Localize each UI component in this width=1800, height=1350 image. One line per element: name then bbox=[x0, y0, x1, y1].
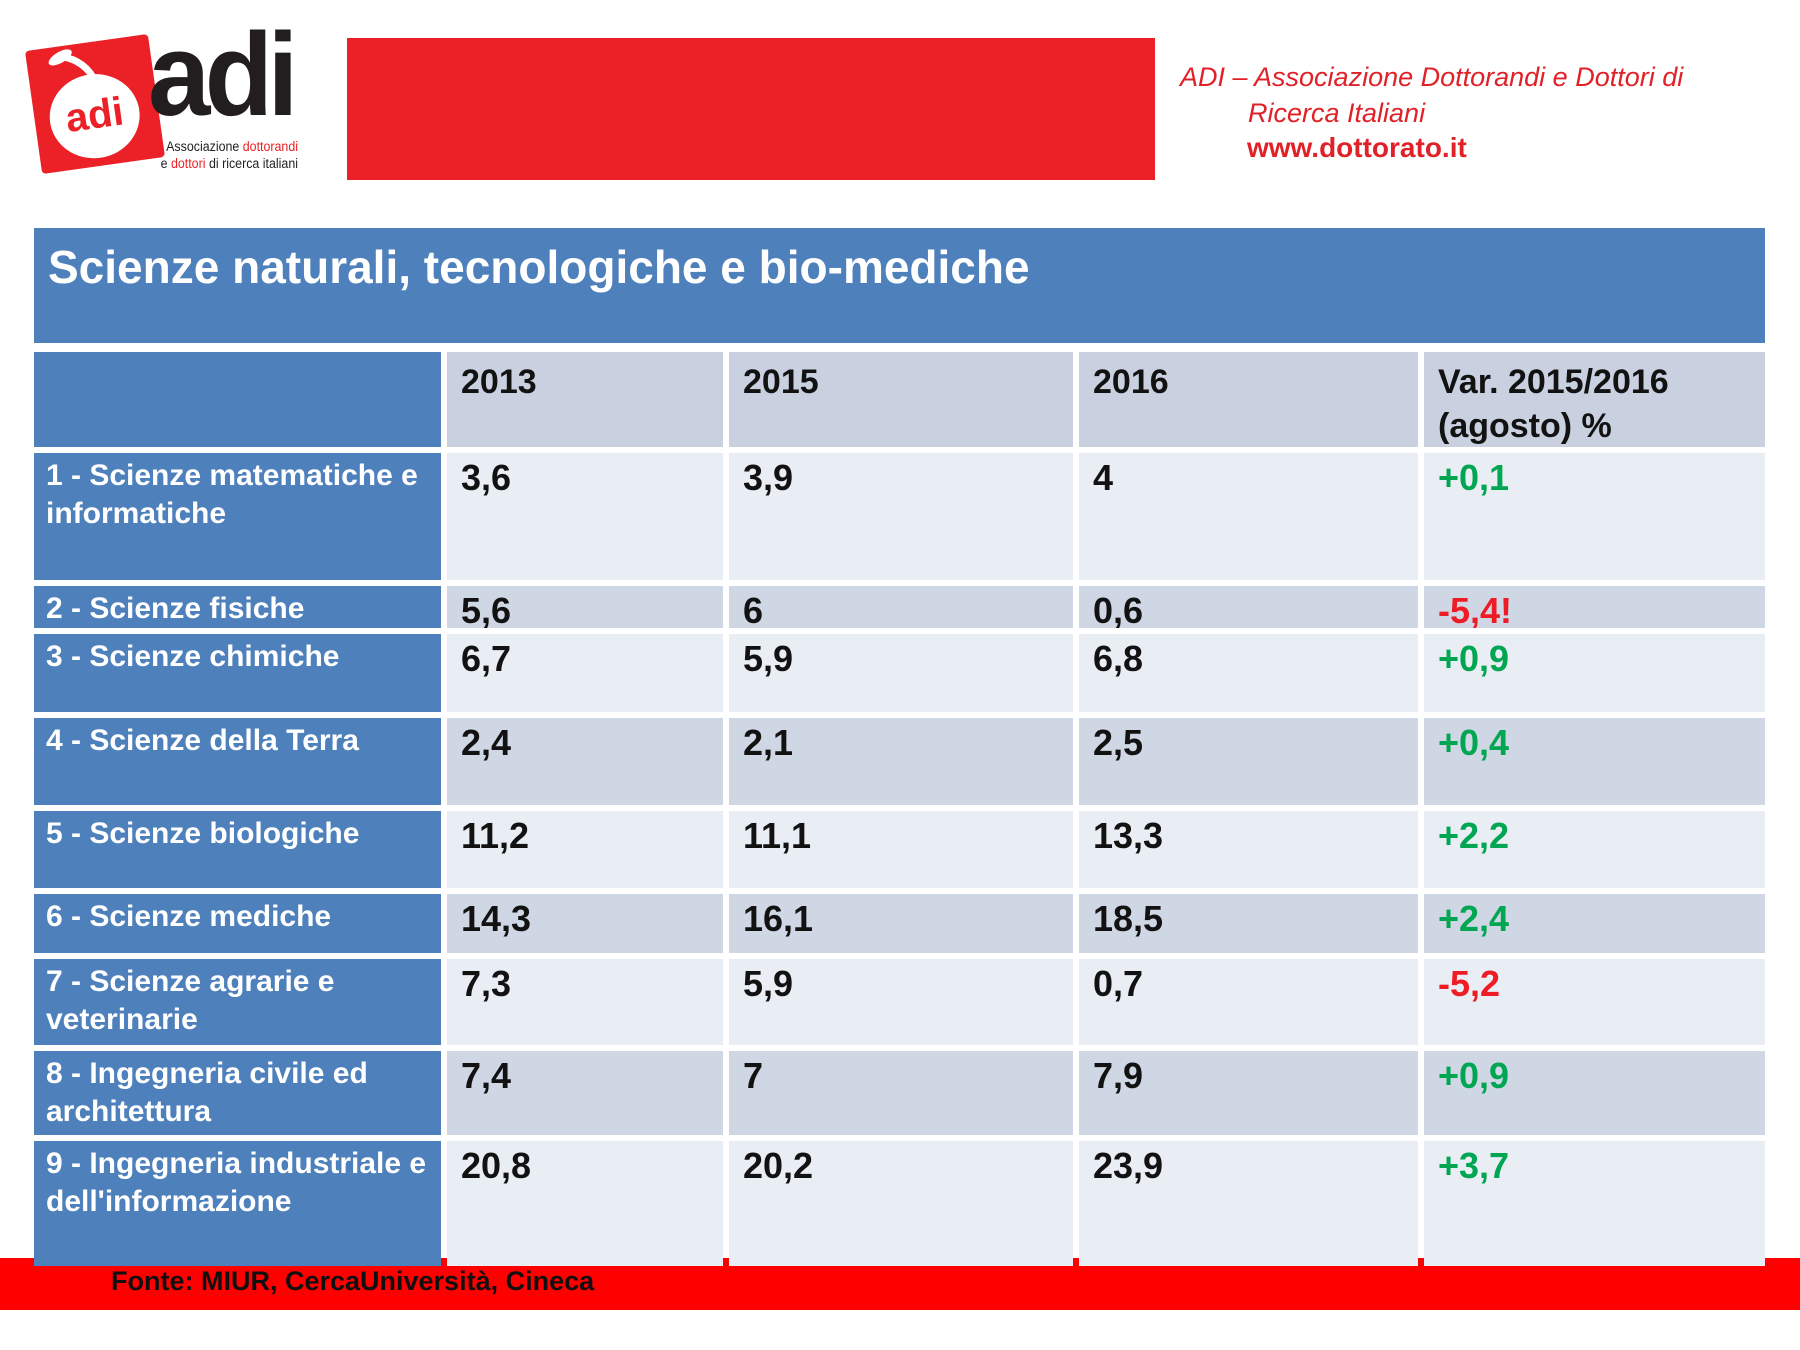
value-2016: 7,9 bbox=[1079, 1051, 1418, 1135]
value-2015: 11,1 bbox=[729, 811, 1073, 888]
value-2013: 6,7 bbox=[447, 634, 723, 712]
tagline-line-1: Associazione dottorandi bbox=[143, 139, 298, 156]
value-2015: 5,9 bbox=[729, 959, 1073, 1045]
row-label: 5 - Scienze biologiche bbox=[34, 811, 441, 888]
tagline-text: di ricerca italiani bbox=[205, 155, 298, 171]
var-value: +0,4 bbox=[1424, 718, 1765, 805]
red-banner bbox=[347, 38, 1155, 180]
table-title-bar: Scienze naturali, tecnologiche e bio-med… bbox=[34, 228, 1765, 343]
var-value: +2,4 bbox=[1424, 894, 1765, 953]
value-2013: 14,3 bbox=[447, 894, 723, 953]
var-value: +0,1 bbox=[1424, 453, 1765, 580]
tagline-text-red: dottorandi bbox=[242, 139, 298, 154]
corner-cell bbox=[34, 352, 441, 447]
row-label: 4 - Scienze della Terra bbox=[34, 718, 441, 805]
row-label: 9 - Ingegneria industriale e dell'inform… bbox=[34, 1141, 441, 1266]
var-value: +2,2 bbox=[1424, 811, 1765, 888]
header-cell-2013: 2013 bbox=[447, 352, 723, 447]
value-2013: 3,6 bbox=[447, 453, 723, 580]
var-value: +3,7 bbox=[1424, 1141, 1765, 1266]
row-label: 6 - Scienze mediche bbox=[34, 894, 441, 953]
value-2013: 7,3 bbox=[447, 959, 723, 1045]
tagline-text-red: dottori bbox=[170, 155, 206, 171]
header-var-line1: Var. 2015/2016 bbox=[1438, 363, 1669, 401]
footer-source: Fonte: MIUR, CercaUniversità, Cineca bbox=[111, 1266, 595, 1296]
value-2013: 7,4 bbox=[447, 1051, 723, 1135]
header-var-line2: (agosto) % bbox=[1438, 407, 1612, 445]
header-cell-var: Var. 2015/2016 (agosto) % bbox=[1424, 352, 1765, 447]
row-label: 3 - Scienze chimiche bbox=[34, 634, 441, 712]
data-table: 2013 2015 2016 Var. 2015/2016 (agosto) %… bbox=[34, 352, 1765, 1266]
brand-tagline: Associazione dottorandi e dottori di ric… bbox=[143, 139, 298, 172]
var-value: +0,9 bbox=[1424, 1051, 1765, 1135]
value-2015: 7 bbox=[729, 1051, 1073, 1135]
brand-wordmark: adi bbox=[148, 9, 299, 141]
var-value: -5,4! bbox=[1424, 586, 1765, 628]
value-2013: 11,2 bbox=[447, 811, 723, 888]
association-name-line1: ADI – Associazione Dottorandi e Dottori … bbox=[1180, 62, 1684, 92]
value-2013: 5,6 bbox=[447, 586, 723, 628]
association-name-line2: Ricerca Italiani bbox=[1248, 98, 1426, 128]
row-label: 8 - Ingegneria civile ed architettura bbox=[34, 1051, 441, 1135]
logo-mark-text: adi bbox=[63, 89, 126, 141]
tagline-line-2: e dottori di ricerca italiani bbox=[143, 156, 298, 173]
value-2016: 2,5 bbox=[1079, 718, 1418, 805]
value-2016: 13,3 bbox=[1079, 811, 1418, 888]
table-title: Scienze naturali, tecnologiche e bio-med… bbox=[48, 241, 1030, 293]
tagline-text: e bbox=[160, 155, 171, 171]
adi-logo: adi bbox=[24, 33, 166, 175]
value-2016: 4 bbox=[1079, 453, 1418, 580]
value-2016: 18,5 bbox=[1079, 894, 1418, 953]
value-2016: 6,8 bbox=[1079, 634, 1418, 712]
apple-logo-icon: adi bbox=[48, 49, 140, 159]
value-2016: 0,6 bbox=[1079, 586, 1418, 628]
value-2015: 2,1 bbox=[729, 718, 1073, 805]
value-2013: 2,4 bbox=[447, 718, 723, 805]
value-2015: 5,9 bbox=[729, 634, 1073, 712]
association-website: www.dottorato.it bbox=[1247, 132, 1467, 163]
value-2016: 23,9 bbox=[1079, 1141, 1418, 1266]
value-2015: 20,2 bbox=[729, 1141, 1073, 1266]
value-2015: 3,9 bbox=[729, 453, 1073, 580]
tagline-text: Associazione bbox=[166, 139, 243, 154]
value-2016: 0,7 bbox=[1079, 959, 1418, 1045]
row-label: 7 - Scienze agrarie e veterinarie bbox=[34, 959, 441, 1045]
footer-bar bbox=[0, 1258, 1800, 1310]
value-2015: 6 bbox=[729, 586, 1073, 628]
row-label: 2 - Scienze fisiche bbox=[34, 586, 441, 628]
value-2015: 16,1 bbox=[729, 894, 1073, 953]
header-cell-2015: 2015 bbox=[729, 352, 1073, 447]
var-value: +0,9 bbox=[1424, 634, 1765, 712]
header-cell-2016: 2016 bbox=[1079, 352, 1418, 447]
var-value: -5,2 bbox=[1424, 959, 1765, 1045]
row-label: 1 - Scienze matematiche e informatiche bbox=[34, 453, 441, 580]
value-2013: 20,8 bbox=[447, 1141, 723, 1266]
